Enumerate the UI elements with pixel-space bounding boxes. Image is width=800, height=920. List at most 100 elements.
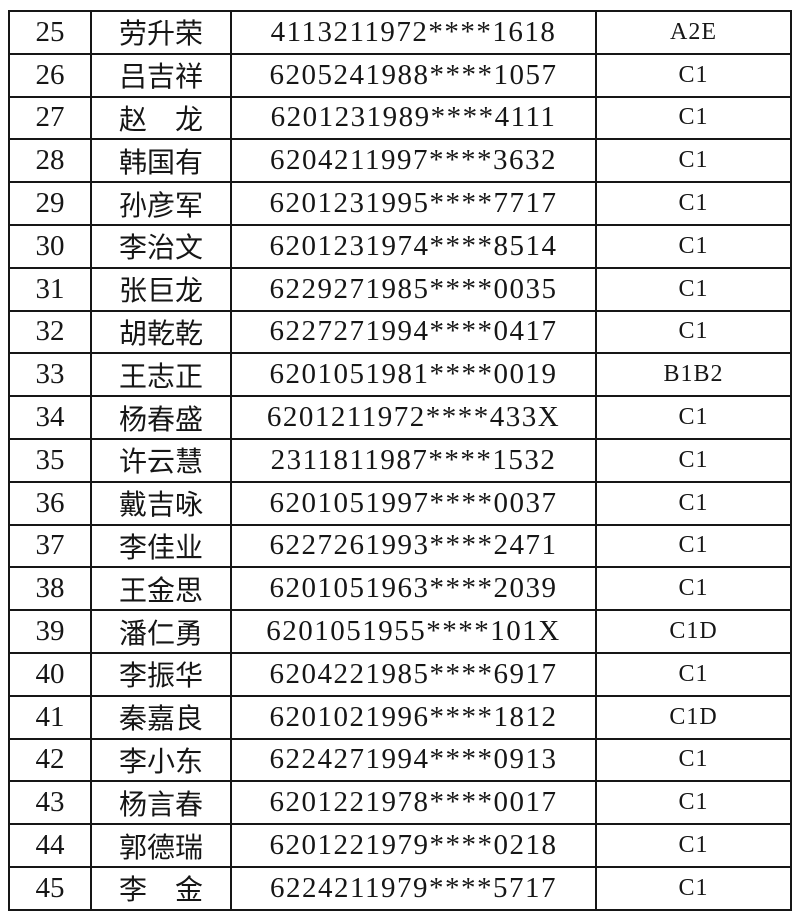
- license-class-cell: C1: [595, 437, 792, 483]
- table-row: 38 王金思 6201051963****2039 C1: [8, 566, 792, 612]
- id-number-cell: 6204221985****6917: [230, 651, 597, 697]
- table-row: 33 王志正 6201051981****0019 B1B2: [8, 352, 792, 398]
- name-cell: 李 金: [90, 865, 232, 911]
- name-cell: 赵 龙: [90, 95, 232, 141]
- name-cell: 秦嘉良: [90, 694, 232, 740]
- id-number-cell: 6229271985****0035: [230, 266, 597, 312]
- id-number-cell: 6201051997****0037: [230, 480, 597, 526]
- row-number-cell: 38: [8, 566, 92, 612]
- row-number-cell: 37: [8, 523, 92, 569]
- id-number-cell: 6201231989****4111: [230, 95, 597, 141]
- table-row: 40 李振华 6204221985****6917 C1: [8, 651, 792, 697]
- table-row: 32 胡乾乾 6227271994****0417 C1: [8, 309, 792, 355]
- table-row: 39 潘仁勇 6201051955****101X C1D: [8, 609, 792, 654]
- name-cell: 杨春盛: [90, 395, 232, 440]
- license-class-cell: C1: [595, 523, 792, 569]
- name-cell: 胡乾乾: [90, 309, 232, 355]
- id-number-cell: 2311811987****1532: [230, 437, 597, 483]
- table-row: 44 郭德瑞 6201221979****0218 C1: [8, 823, 792, 868]
- row-number-cell: 33: [8, 352, 92, 398]
- id-number-cell: 4113211972****1618: [230, 10, 597, 55]
- license-class-cell: C1D: [595, 694, 792, 740]
- license-class-cell: C1: [595, 737, 792, 783]
- row-number-cell: 39: [8, 609, 92, 654]
- row-number-cell: 42: [8, 737, 92, 783]
- name-cell: 李小东: [90, 737, 232, 783]
- table-row: 42 李小东 6224271994****0913 C1: [8, 737, 792, 783]
- row-number-cell: 26: [8, 52, 92, 98]
- row-number-cell: 45: [8, 865, 92, 911]
- name-cell: 郭德瑞: [90, 823, 232, 868]
- name-cell: 吕吉祥: [90, 52, 232, 98]
- name-cell: 杨言春: [90, 780, 232, 826]
- id-number-cell: 6201051963****2039: [230, 566, 597, 612]
- id-number-cell: 6224211979****5717: [230, 865, 597, 911]
- id-number-cell: 6204211997****3632: [230, 138, 597, 184]
- row-number-cell: 28: [8, 138, 92, 184]
- row-number-cell: 44: [8, 823, 92, 868]
- license-class-cell: C1: [595, 138, 792, 184]
- license-class-cell: C1: [595, 780, 792, 826]
- row-number-cell: 25: [8, 10, 92, 55]
- id-number-cell: 6227271994****0417: [230, 309, 597, 355]
- table-row: 35 许云慧 2311811987****1532 C1: [8, 437, 792, 483]
- name-cell: 孙彦军: [90, 181, 232, 226]
- license-class-cell: B1B2: [595, 352, 792, 398]
- row-number-cell: 34: [8, 395, 92, 440]
- row-number-cell: 27: [8, 95, 92, 141]
- license-class-cell: C1: [595, 823, 792, 868]
- table-row: 30 李治文 6201231974****8514 C1: [8, 223, 792, 269]
- id-number-cell: 6205241988****1057: [230, 52, 597, 98]
- table-row: 28 韩国有 6204211997****3632 C1: [8, 138, 792, 184]
- license-class-cell: C1D: [595, 609, 792, 654]
- id-number-cell: 6201021996****1812: [230, 694, 597, 740]
- name-cell: 许云慧: [90, 437, 232, 483]
- table-row: 41 秦嘉良 6201021996****1812 C1D: [8, 694, 792, 740]
- table-row: 34 杨春盛 6201211972****433X C1: [8, 395, 792, 440]
- table-row: 29 孙彦军 6201231995****7717 C1: [8, 181, 792, 226]
- id-number-cell: 6201051955****101X: [230, 609, 597, 654]
- name-cell: 劳升荣: [90, 10, 232, 55]
- license-roster-table: 25 劳升荣 4113211972****1618 A2E 26 吕吉祥 620524198…: [8, 10, 792, 911]
- name-cell: 潘仁勇: [90, 609, 232, 654]
- license-class-cell: C1: [595, 395, 792, 440]
- license-roster-body: 25 劳升荣 4113211972****1618 A2E 26 吕吉祥 620524198…: [8, 10, 792, 911]
- id-number-cell: 6201221979****0218: [230, 823, 597, 868]
- row-number-cell: 36: [8, 480, 92, 526]
- row-number-cell: 32: [8, 309, 92, 355]
- row-number-cell: 30: [8, 223, 92, 269]
- name-cell: 张巨龙: [90, 266, 232, 312]
- table-row: 27 赵 龙 6201231989****4111 C1: [8, 95, 792, 141]
- license-class-cell: C1: [595, 181, 792, 226]
- table-row: 45 李 金 6224211979****5717 C1: [8, 865, 792, 911]
- id-number-cell: 6201211972****433X: [230, 395, 597, 440]
- table-row: 26 吕吉祥 6205241988****1057 C1: [8, 52, 792, 98]
- license-class-cell: C1: [595, 309, 792, 355]
- row-number-cell: 31: [8, 266, 92, 312]
- license-class-cell: C1: [595, 95, 792, 141]
- name-cell: 戴吉咏: [90, 480, 232, 526]
- name-cell: 李佳业: [90, 523, 232, 569]
- license-class-cell: A2E: [595, 10, 792, 55]
- id-number-cell: 6201231974****8514: [230, 223, 597, 269]
- table-row: 36 戴吉咏 6201051997****0037 C1: [8, 480, 792, 526]
- id-number-cell: 6224271994****0913: [230, 737, 597, 783]
- id-number-cell: 6201221978****0017: [230, 780, 597, 826]
- name-cell: 李治文: [90, 223, 232, 269]
- name-cell: 韩国有: [90, 138, 232, 184]
- name-cell: 李振华: [90, 651, 232, 697]
- license-class-cell: C1: [595, 266, 792, 312]
- id-number-cell: 6227261993****2471: [230, 523, 597, 569]
- id-number-cell: 6201051981****0019: [230, 352, 597, 398]
- row-number-cell: 35: [8, 437, 92, 483]
- license-class-cell: C1: [595, 223, 792, 269]
- table-row: 31 张巨龙 6229271985****0035 C1: [8, 266, 792, 312]
- table-row: 43 杨言春 6201221978****0017 C1: [8, 780, 792, 826]
- row-number-cell: 29: [8, 181, 92, 226]
- license-class-cell: C1: [595, 566, 792, 612]
- id-number-cell: 6201231995****7717: [230, 181, 597, 226]
- license-class-cell: C1: [595, 651, 792, 697]
- license-class-cell: C1: [595, 52, 792, 98]
- name-cell: 王志正: [90, 352, 232, 398]
